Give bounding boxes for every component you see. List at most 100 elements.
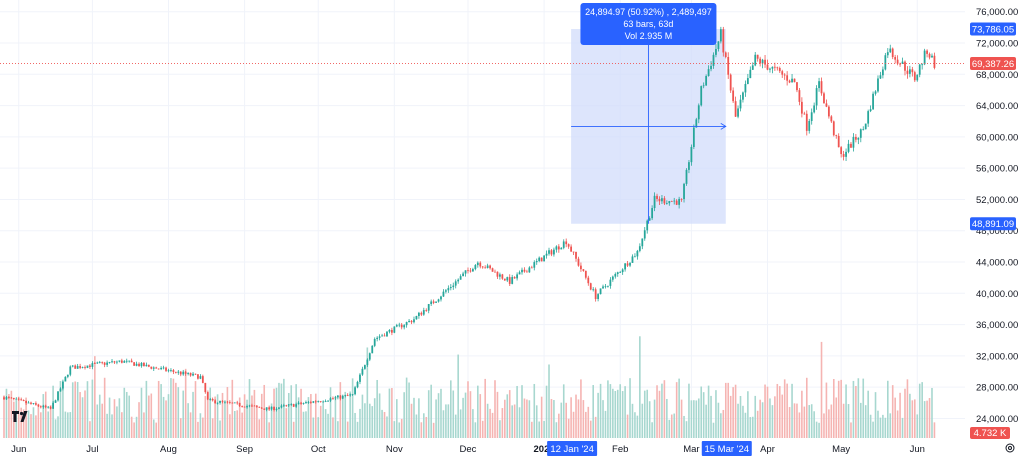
candle-body	[759, 58, 762, 64]
candle-body	[265, 407, 268, 410]
volume-bar	[121, 412, 123, 438]
volume-bar	[442, 410, 445, 438]
candle-body	[781, 71, 784, 75]
candle-body	[27, 402, 30, 404]
tradingview-logo-icon[interactable]	[12, 411, 30, 423]
price-tick-label: 68,000.00	[976, 70, 1018, 81]
volume-bar	[791, 383, 793, 438]
volume-bar	[351, 378, 354, 438]
volume-bar	[103, 377, 106, 438]
volume-bar	[285, 408, 288, 438]
candle-body	[209, 399, 212, 400]
volume-bar	[67, 412, 69, 438]
candle-body	[602, 286, 604, 289]
volume-bar	[128, 395, 131, 438]
candle-body	[275, 408, 278, 411]
candle-body	[197, 374, 199, 379]
candle-body	[89, 365, 91, 367]
candle-body	[486, 265, 489, 268]
candle-body	[356, 381, 359, 388]
volume-bar	[64, 411, 67, 438]
candle-body	[417, 312, 420, 317]
candle-body	[182, 371, 185, 375]
volume-bar	[516, 385, 518, 438]
candle-body	[432, 301, 435, 303]
volume-bar	[759, 399, 761, 438]
candle-body	[791, 78, 793, 83]
volume-bar	[332, 417, 334, 438]
volume-bar	[280, 383, 283, 438]
candle-body	[933, 55, 936, 68]
candle-body	[570, 246, 573, 252]
candle-body	[761, 59, 764, 64]
candle-body	[921, 64, 924, 66]
volume-bar	[464, 392, 467, 438]
volume-bar	[641, 403, 644, 438]
candle-body	[454, 281, 457, 286]
time-tick-label: May	[832, 444, 850, 455]
price-axis[interactable]: 76,000.00 72,000.00 68,000.00 64,000.00 60,0…	[976, 7, 1018, 425]
candle-body	[825, 103, 828, 107]
candle-body	[292, 404, 295, 407]
volume-bar	[734, 384, 737, 438]
volume-bar	[118, 398, 121, 438]
volume-bar	[911, 400, 914, 438]
volume-bar	[670, 414, 673, 438]
volume-bar	[145, 380, 148, 438]
volume-bar	[926, 400, 928, 438]
volume-bar	[894, 397, 896, 438]
volume-bar	[572, 411, 575, 438]
volume-bar	[454, 414, 457, 438]
volume-bar	[585, 411, 587, 438]
candle-body	[138, 363, 140, 367]
candle-body	[661, 198, 663, 202]
volume-bar	[5, 388, 8, 438]
volume-bar	[226, 387, 229, 438]
volume-bar	[548, 364, 550, 438]
candle-body	[879, 75, 882, 79]
candle-body	[884, 55, 887, 70]
volume-bar	[705, 404, 707, 438]
candle-body	[152, 367, 155, 369]
candle-body	[37, 404, 40, 407]
candle-body	[771, 66, 774, 69]
volume-bar	[685, 421, 688, 438]
candle-body	[852, 136, 855, 148]
volume-bar	[904, 388, 906, 438]
candle-body	[22, 400, 25, 401]
volume-bar	[805, 377, 808, 438]
candle-body	[518, 272, 521, 275]
volume-bar	[668, 419, 671, 438]
volume-bar	[472, 409, 474, 438]
time-axis[interactable]: Jun Jul Aug Sep Oct Nov Dec 2024 Feb Mar Apr May Jun	[11, 444, 925, 455]
candle-body	[393, 326, 396, 333]
volume-bar	[233, 410, 236, 438]
volume-bar	[329, 387, 332, 438]
candle-body	[928, 53, 931, 58]
candle-body	[376, 337, 379, 340]
candle-body	[231, 402, 234, 404]
candle-body	[349, 394, 352, 396]
volume-bar	[781, 394, 784, 438]
candle-body	[827, 106, 830, 117]
volume-bar	[771, 405, 774, 438]
volume-bar	[582, 400, 585, 438]
volume-bar	[59, 381, 62, 438]
volume-bar	[116, 406, 118, 438]
candle-body	[143, 362, 145, 367]
settings-gear-icon[interactable]	[1004, 442, 1016, 454]
volume-bar	[914, 399, 916, 438]
volume-bar	[324, 409, 327, 438]
volume-bar	[91, 379, 94, 438]
candle-body	[341, 395, 344, 399]
volume-bar	[130, 416, 133, 438]
candle-body	[874, 91, 877, 94]
candle-body	[553, 249, 555, 255]
range-low-tag-bg	[970, 217, 1016, 231]
candle-body	[329, 398, 332, 401]
volume-bar	[400, 418, 403, 438]
volume-bar	[889, 413, 892, 438]
candle-body	[867, 111, 870, 124]
volume-bar	[813, 411, 815, 438]
